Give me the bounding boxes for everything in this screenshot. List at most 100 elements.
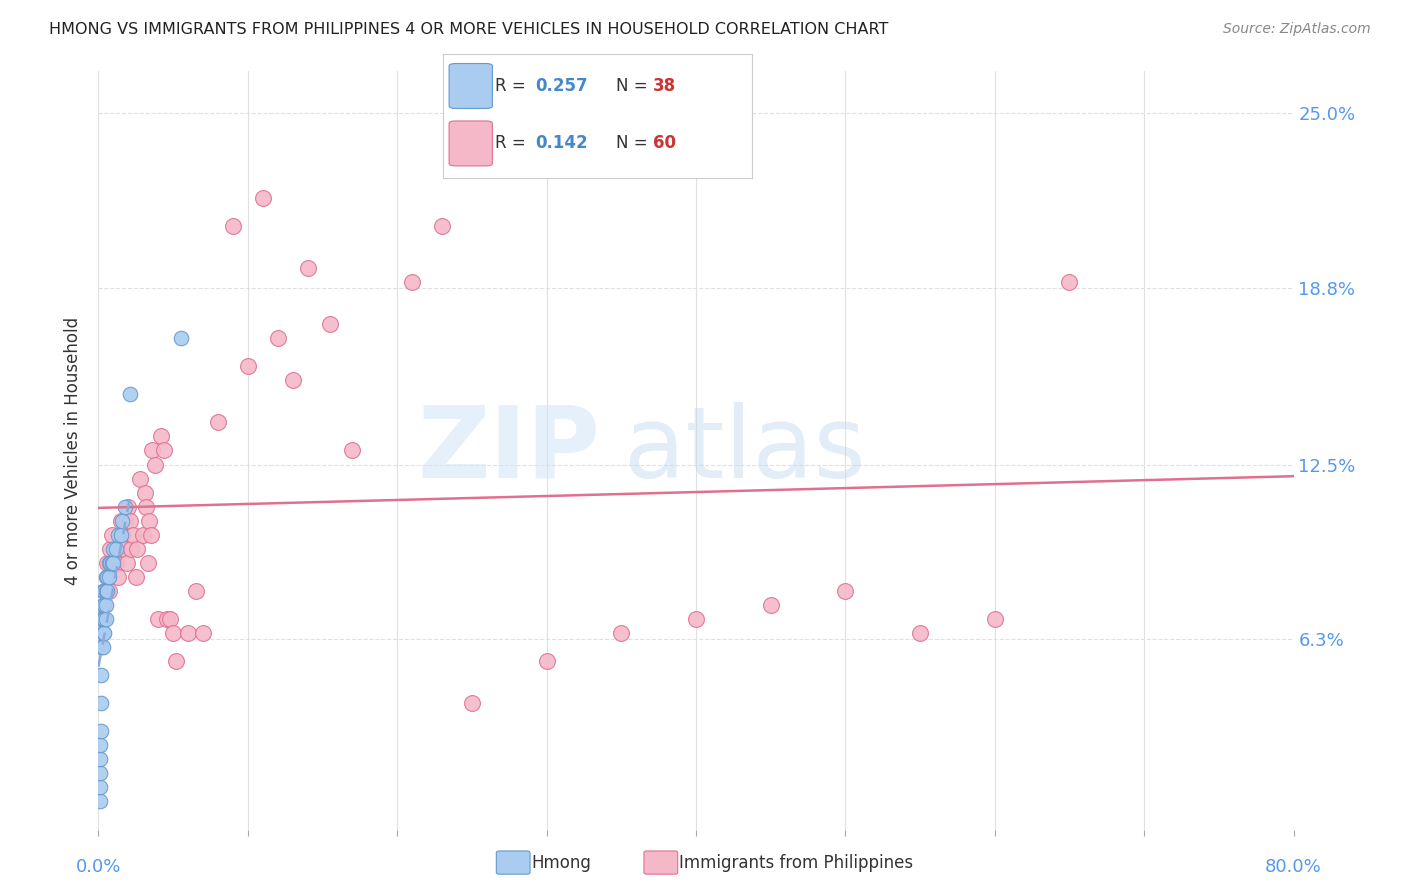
Text: Source: ZipAtlas.com: Source: ZipAtlas.com (1223, 22, 1371, 37)
Point (90, 668, 112, 682)
Text: 0.257: 0.257 (536, 77, 588, 95)
Point (281, 373, 304, 387)
Point (162, 626, 184, 640)
Point (110, 514, 132, 528)
Point (127, 541, 149, 556)
Point (96, 583, 118, 598)
Point (90, 612, 112, 626)
Point (89, 739, 111, 753)
Point (93, 583, 115, 598)
Point (184, 583, 207, 598)
Point (121, 527, 143, 541)
Point (94, 583, 117, 598)
Point (118, 387, 141, 401)
Point (89, 766, 111, 780)
Text: HMONG VS IMMIGRANTS FROM PHILIPPINES 4 OR MORE VEHICLES IN HOUSEHOLD CORRELATION: HMONG VS IMMIGRANTS FROM PHILIPPINES 4 O… (49, 22, 889, 37)
Point (105, 556, 128, 570)
Point (135, 500, 157, 514)
Point (101, 527, 124, 541)
Point (103, 556, 125, 570)
Point (90, 640, 112, 654)
Point (1059, 275, 1081, 289)
Point (165, 654, 187, 668)
Point (108, 541, 131, 556)
Point (103, 541, 125, 556)
Point (118, 514, 141, 528)
Text: Immigrants from Philippines: Immigrants from Philippines (679, 854, 914, 871)
Point (129, 471, 152, 485)
Point (759, 598, 782, 612)
Point (90, 724, 112, 739)
Point (94, 598, 117, 612)
Text: N =: N = (616, 77, 652, 95)
FancyBboxPatch shape (449, 63, 492, 109)
Point (267, 331, 290, 345)
Point (89, 752, 111, 766)
Point (117, 500, 139, 514)
Text: N =: N = (616, 135, 652, 153)
Point (297, 260, 319, 275)
Point (207, 416, 229, 430)
Point (114, 500, 136, 514)
Point (342, 443, 364, 458)
Point (610, 626, 633, 640)
Point (104, 541, 127, 556)
Point (93, 626, 115, 640)
Point (89, 795, 111, 809)
Point (143, 458, 166, 472)
Point (91, 598, 114, 612)
Point (159, 612, 181, 626)
Text: 80.0%: 80.0% (1265, 857, 1322, 876)
Text: 38: 38 (654, 77, 676, 95)
Point (94, 570, 117, 584)
Text: R =: R = (495, 135, 531, 153)
Text: Hmong: Hmong (531, 854, 592, 871)
Point (141, 443, 163, 458)
Point (97, 556, 120, 570)
Point (89, 780, 111, 795)
Point (984, 612, 1007, 626)
Point (148, 612, 170, 626)
Point (120, 541, 142, 556)
Point (111, 527, 134, 541)
Point (93, 598, 115, 612)
Point (107, 527, 129, 541)
Point (125, 570, 148, 584)
FancyBboxPatch shape (449, 121, 492, 166)
Point (96, 556, 118, 570)
Point (110, 527, 132, 541)
Point (93, 612, 115, 626)
Text: 0.142: 0.142 (536, 135, 588, 153)
Point (134, 485, 156, 500)
Point (132, 527, 155, 541)
Point (111, 514, 134, 528)
Point (461, 696, 484, 710)
Point (97, 570, 120, 584)
Point (156, 612, 179, 626)
Point (191, 626, 214, 640)
Point (97, 583, 120, 598)
Point (105, 541, 128, 556)
Point (252, 191, 274, 205)
Point (91, 640, 114, 654)
Point (222, 219, 245, 233)
Point (101, 556, 124, 570)
Point (236, 359, 259, 374)
Point (98, 541, 122, 556)
Text: R =: R = (495, 77, 531, 95)
Text: atlas: atlas (624, 402, 866, 499)
Point (401, 275, 423, 289)
Point (91, 583, 114, 598)
Point (107, 570, 129, 584)
Point (430, 219, 453, 233)
Point (319, 317, 342, 331)
Point (115, 556, 138, 570)
Point (136, 556, 159, 570)
Point (908, 626, 931, 640)
Y-axis label: 4 or more Vehicles in Household: 4 or more Vehicles in Household (65, 317, 83, 584)
Point (103, 556, 125, 570)
Point (834, 583, 856, 598)
Point (150, 429, 173, 443)
Point (112, 541, 135, 556)
Point (94, 612, 117, 626)
